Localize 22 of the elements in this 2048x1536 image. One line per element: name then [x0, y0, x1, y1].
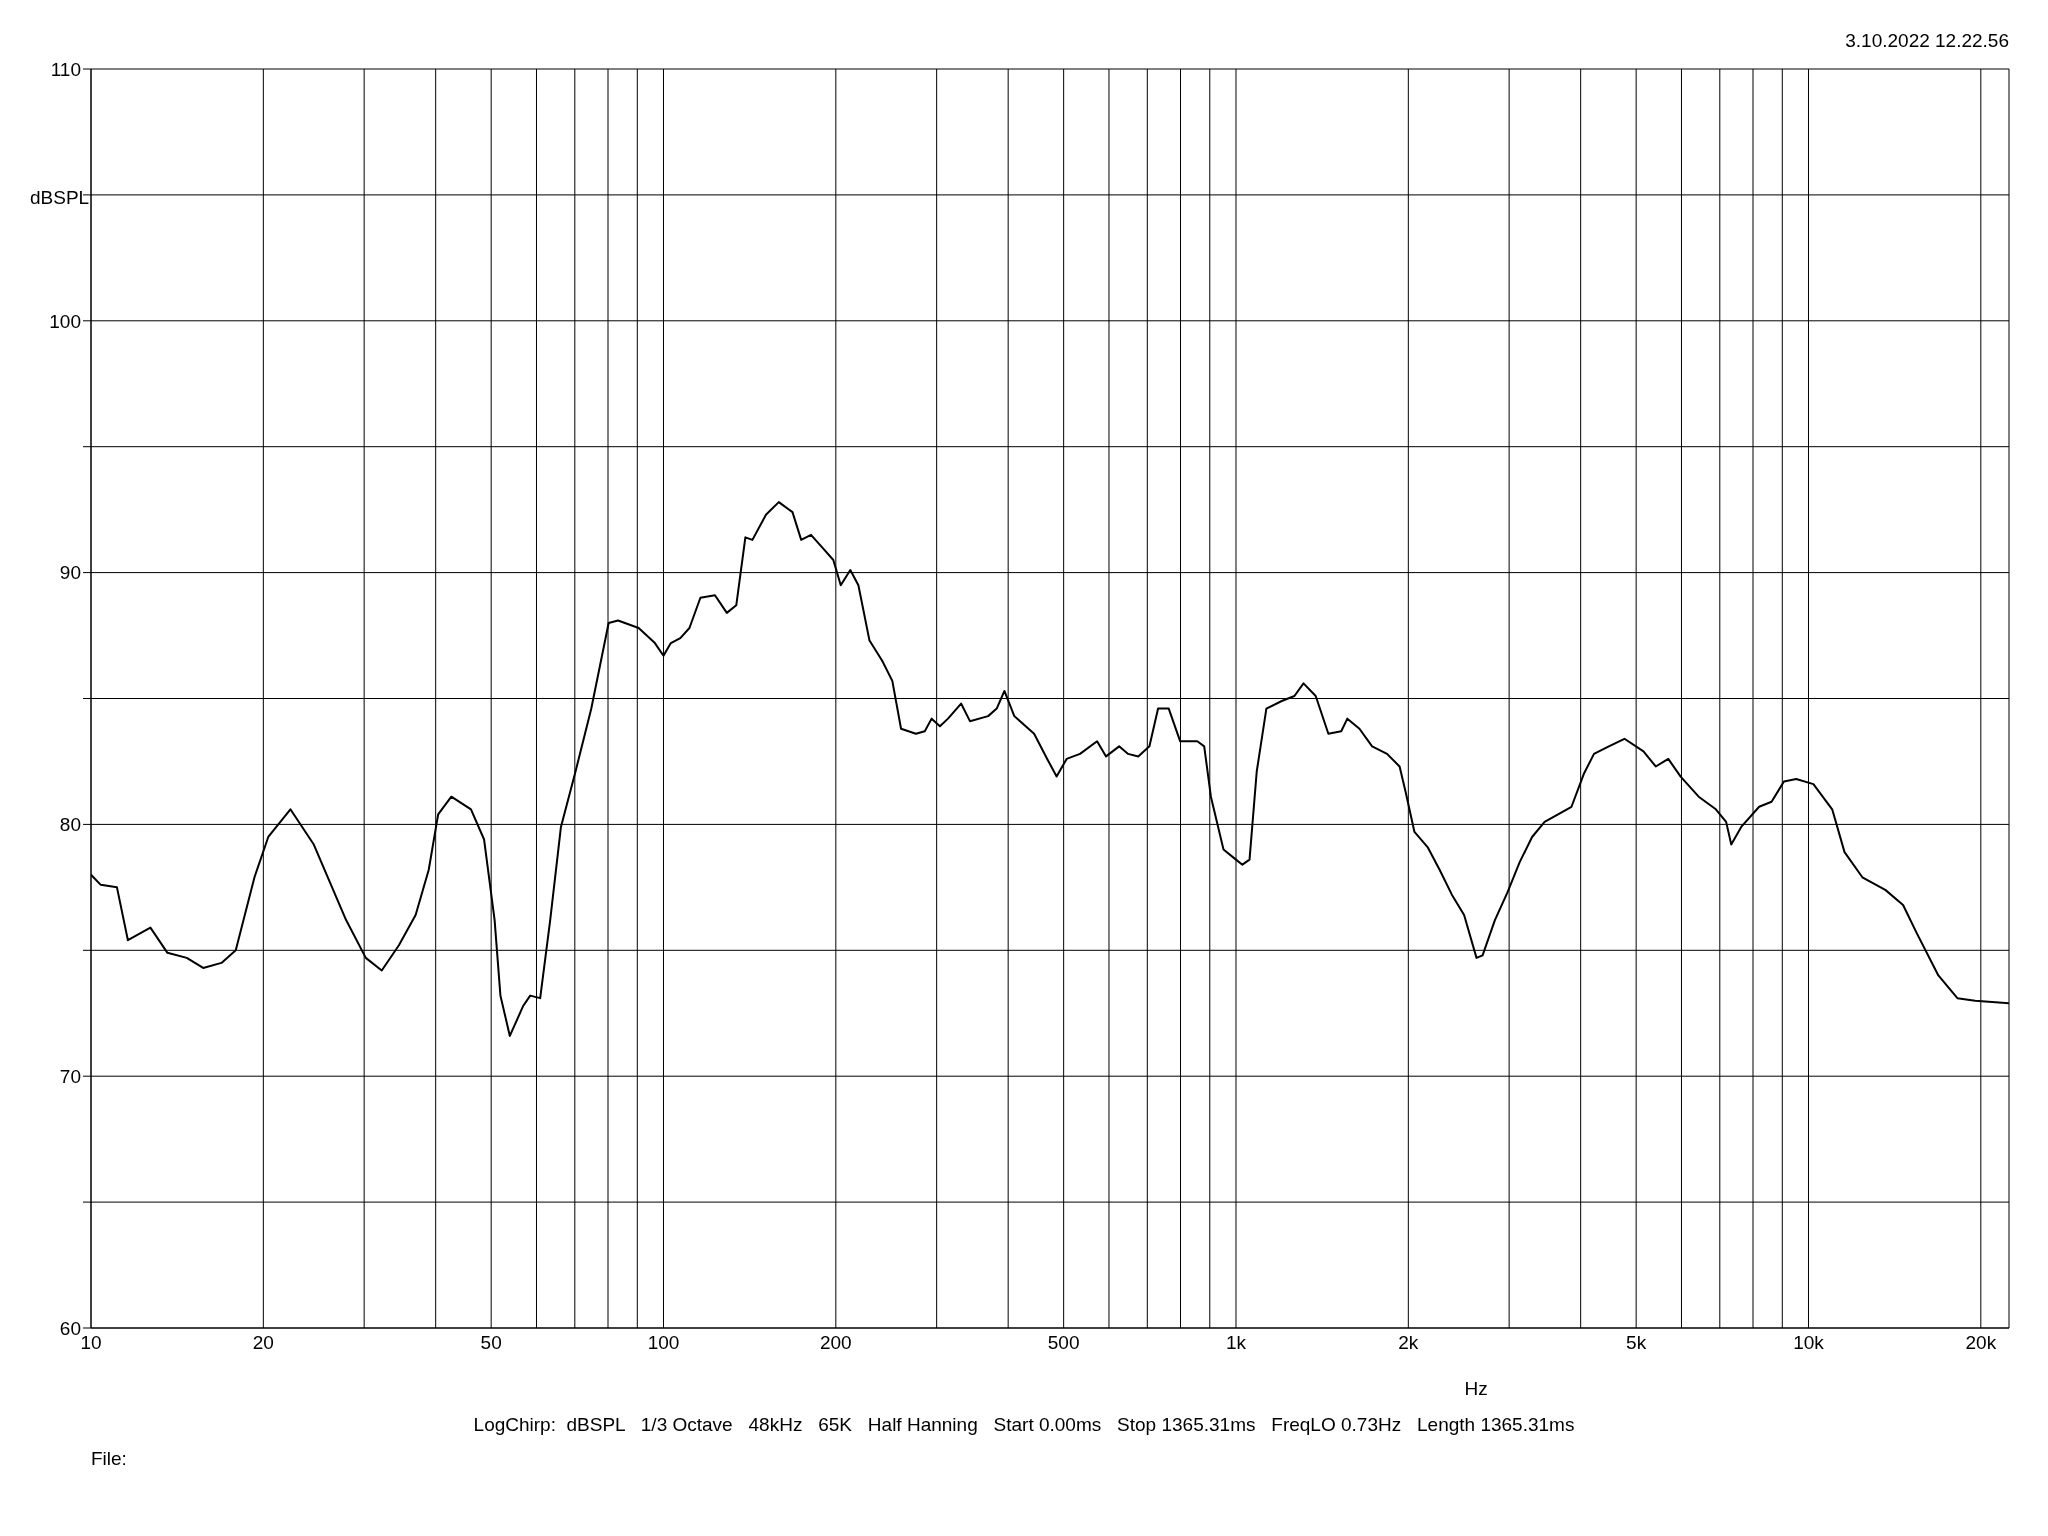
x-tick-label: 100 [647, 1332, 680, 1354]
text: File: [91, 1448, 127, 1470]
y-tick-label: 90 [59, 562, 81, 584]
text: LogChirp: dBSPL 1/3 Octave 48kHz 65K Half Hanning Start 0.00ms Stop 1365.31ms FreqLO 0.73Hz Length 1365.31ms [472, 1414, 1576, 1436]
y-tick-label: 70 [59, 1065, 81, 1087]
x-tick-label: 2k [1398, 1332, 1419, 1354]
x-tick-label: 1k [1225, 1332, 1247, 1354]
y-tick-label: 60 [59, 1317, 81, 1339]
x-tick-label: 10k [1793, 1332, 1825, 1354]
y-tick-label: 110 [50, 58, 81, 80]
x-tick-label: 500 [1047, 1332, 1080, 1354]
x-axis-title: Hz [1464, 1378, 1488, 1400]
x-tick-label: 20 [252, 1332, 274, 1354]
x-tick-label: 20k [1965, 1332, 1997, 1354]
x-tick-label: 200 [819, 1332, 852, 1354]
text: 3.10.2022 12.22.56 [1845, 30, 2009, 52]
y-tick-label: 100 [49, 310, 81, 332]
y-tick-label: 80 [59, 814, 81, 836]
x-tick-label: 10 [80, 1332, 102, 1354]
x-tick-label: 50 [480, 1332, 502, 1354]
x-tick-label: 5k [1626, 1332, 1647, 1354]
y-axis-title: dBSPL [30, 186, 90, 209]
